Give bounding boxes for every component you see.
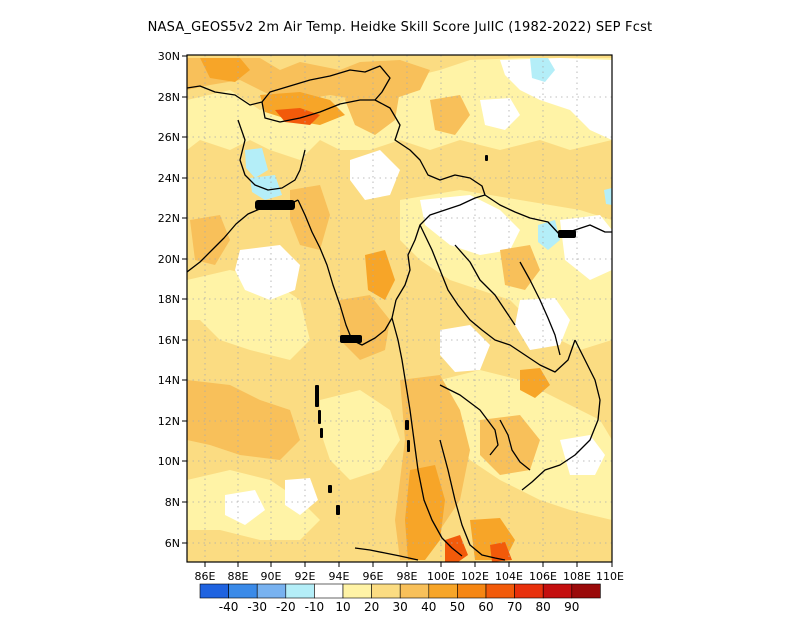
lon-label-104e: 104E	[495, 570, 523, 583]
lat-label-8n: 8N	[165, 496, 180, 509]
lon-axis-ticks	[204, 562, 613, 567]
lon-label-90e: 90E	[261, 570, 282, 583]
colorbar-label: -40	[219, 600, 239, 614]
colorbar-swatch	[542, 583, 573, 599]
colorbar-swatch	[314, 583, 344, 599]
lat-label-28n: 28N	[158, 91, 180, 104]
lon-label-92e: 92E	[295, 570, 316, 583]
colorbar-label: 30	[393, 600, 408, 614]
lon-label-106e: 106E	[529, 570, 557, 583]
lat-label-6n: 6N	[165, 537, 180, 550]
lon-label-98e: 98E	[397, 570, 418, 583]
colorbar-label: 80	[536, 600, 551, 614]
colorbar-label: -10	[305, 600, 325, 614]
colorbar-label: 60	[478, 600, 493, 614]
colorbar	[199, 583, 601, 599]
lat-label-10n: 10N	[158, 455, 180, 468]
skill-contours-negative	[245, 58, 612, 250]
lon-label-108e: 108E	[563, 570, 591, 583]
lat-axis-ticks	[182, 55, 187, 544]
colorbar-swatch	[514, 583, 544, 599]
colorbar-label: 40	[421, 600, 436, 614]
lon-label-86e: 86E	[195, 570, 216, 583]
colorbar-label: 20	[364, 600, 379, 614]
skill-contours-white	[190, 58, 612, 525]
lon-label-102e: 102E	[461, 570, 489, 583]
lat-label-12n: 12N	[158, 415, 180, 428]
colorbar-swatch	[571, 583, 601, 599]
graticule	[187, 55, 612, 562]
lat-label-22n: 22N	[158, 212, 180, 225]
colorbar-label: 10	[335, 600, 350, 614]
colorbar-label: 70	[507, 600, 522, 614]
lon-label-94e: 94E	[329, 570, 350, 583]
lon-label-96e: 96E	[363, 570, 384, 583]
colorbar-label: 50	[450, 600, 465, 614]
lat-label-20n: 20N	[158, 253, 180, 266]
colorbar-swatch	[457, 583, 487, 599]
islands	[255, 155, 576, 515]
colorbar-swatch	[256, 583, 287, 599]
lon-label-110e: 110E	[596, 570, 624, 583]
colorbar-label: -30	[247, 600, 267, 614]
colorbar-swatch	[371, 583, 401, 599]
colorbar-swatch	[428, 583, 458, 599]
lat-label-24n: 24N	[158, 172, 180, 185]
map-plot-area	[187, 55, 612, 562]
colorbar-swatch	[342, 583, 372, 599]
colorbar-swatch	[485, 583, 515, 599]
lon-tick-labels: 86E 88E 90E 92E 94E 96E 98E 100E 102E 10…	[195, 570, 624, 583]
lat-label-16n: 16N	[158, 334, 180, 347]
lat-label-14n: 14N	[158, 374, 180, 387]
colorbar-swatch	[199, 583, 229, 599]
coastlines-borders	[187, 65, 612, 561]
colorbar-labels: -40 -30 -20 -10 10 20 30 40 50 60 70 80 90	[219, 600, 580, 614]
colorbar-label: -20	[276, 600, 296, 614]
lat-label-26n: 26N	[158, 131, 180, 144]
lon-label-100e: 100E	[427, 570, 455, 583]
lon-label-88e: 88E	[228, 570, 249, 583]
colorbar-label: 90	[564, 600, 579, 614]
lat-label-30n: 30N	[158, 50, 180, 63]
lat-tick-labels: 30N 28N 26N 24N 22N 20N 18N 16N 14N 12N …	[158, 50, 180, 550]
map-title: NASA_GEOS5v2 2m Air Temp. Heidke Skill S…	[147, 20, 653, 35]
lat-label-18n: 18N	[158, 293, 180, 306]
colorbar-swatch	[399, 583, 430, 599]
map-frame	[186, 54, 613, 563]
colorbar-swatch	[228, 583, 258, 599]
colorbar-swatch	[285, 583, 315, 599]
